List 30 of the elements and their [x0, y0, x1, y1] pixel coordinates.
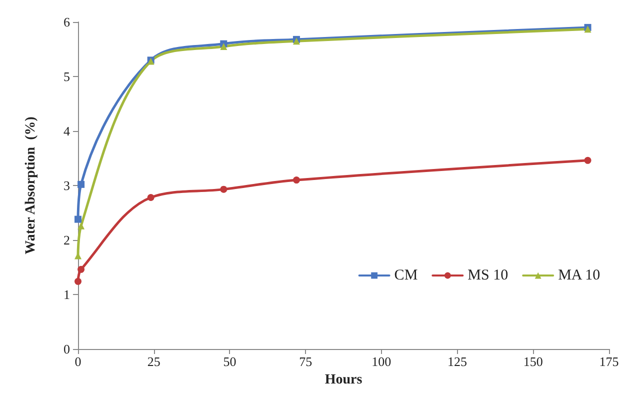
- x-tick-label: 150: [523, 354, 543, 369]
- point: [584, 156, 592, 164]
- point: [78, 222, 85, 230]
- point: [292, 176, 300, 184]
- y-axis-title: Water Absorption (%): [24, 116, 38, 254]
- point: [220, 186, 228, 193]
- y-tick-label: 3: [64, 178, 70, 193]
- point: [147, 194, 154, 201]
- point: [74, 278, 82, 285]
- legend-label: MA 10: [558, 268, 600, 284]
- x-tick-label: 25: [147, 354, 160, 369]
- y-tick-label: 2: [64, 232, 70, 248]
- y-tick-label: 1: [64, 287, 70, 302]
- y-tick-label: 5: [64, 69, 70, 84]
- x-tick-label: 125: [448, 354, 468, 369]
- x-tick-label: 50: [223, 354, 236, 369]
- x-tick-label: 75: [299, 354, 312, 369]
- y-tick-label: 0: [64, 342, 70, 356]
- x-tick-label: 100: [372, 354, 392, 369]
- legend-label: CM: [394, 268, 418, 284]
- x-tick-label: 175: [599, 354, 619, 369]
- x-tick-label: 0: [74, 354, 82, 369]
- point: [78, 180, 85, 188]
- x-axis-title: Hours: [324, 372, 363, 388]
- point: [78, 266, 85, 273]
- point: [74, 216, 82, 223]
- legend-label: MS 10: [468, 268, 508, 284]
- y-tick-label: 6: [64, 14, 70, 30]
- point: [220, 43, 228, 50]
- y-tick-label: 4: [64, 124, 70, 138]
